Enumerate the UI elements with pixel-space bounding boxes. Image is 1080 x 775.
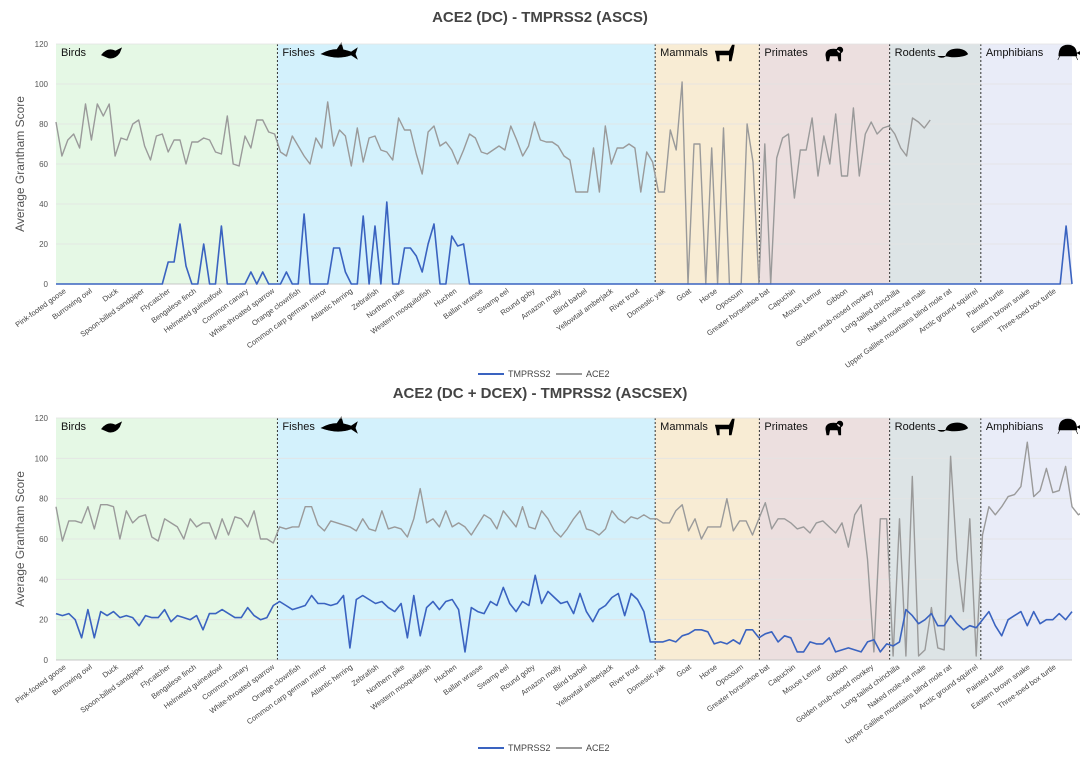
x-tick-label: Duck <box>101 286 120 303</box>
y-tick-label: 60 <box>39 535 48 544</box>
legend-label-tmprss2: TMPRSS2 <box>508 369 551 379</box>
legend-label-ace2: ACE2 <box>586 369 610 379</box>
y-tick-label: 100 <box>35 454 49 463</box>
y-tick-label: 40 <box>39 200 48 209</box>
group-label-rodents: Rodents <box>895 421 936 433</box>
legend-label-tmprss2: TMPRSS2 <box>508 743 551 753</box>
y-tick-label: 80 <box>39 120 48 129</box>
chart-title: ACE2 (DC) - TMPRSS2 (ASCS) <box>432 9 648 26</box>
panel-ace2-dcdcex-tmprss2-ascsex: ACE2 (DC + DCEX) - TMPRSS2 (ASCSEX) Birds… <box>13 385 1080 753</box>
x-tick-label: Goat <box>674 662 693 679</box>
legend-label-ace2: ACE2 <box>586 743 610 753</box>
panel-ace2-dc-tmprss2-ascs: ACE2 (DC) - TMPRSS2 (ASCS) Birds Fishes Mam… <box>13 9 1080 379</box>
y-tick-label: 40 <box>39 575 48 584</box>
y-tick-label: 0 <box>44 656 49 665</box>
y-axis-label: Average Grantham Score <box>13 471 27 607</box>
y-tick-label: 100 <box>35 80 49 89</box>
group-label-mammals: Mammals <box>660 421 708 433</box>
legend: TMPRSS2 ACE2 <box>478 369 610 379</box>
y-tick-label: 20 <box>39 616 48 625</box>
x-tick-label: Horse <box>697 662 718 681</box>
group-label-birds: Birds <box>61 421 87 433</box>
y-tick-label: 20 <box>39 240 48 249</box>
legend: TMPRSS2 ACE2 <box>478 743 610 753</box>
group-label-primates: Primates <box>764 47 808 59</box>
x-tick-label: Goat <box>674 286 693 303</box>
group-label-primates: Primates <box>764 421 808 433</box>
group-label-fishes: Fishes <box>282 47 315 59</box>
group-label-fishes: Fishes <box>282 421 315 433</box>
y-tick-label: 60 <box>39 160 48 169</box>
y-axis-label: Average Grantham Score <box>13 96 27 232</box>
group-label-rodents: Rodents <box>895 47 936 59</box>
y-tick-label: 120 <box>35 414 49 423</box>
x-tick-label: Duck <box>101 662 120 679</box>
y-tick-label: 0 <box>44 280 49 289</box>
x-tick-label: Horse <box>697 286 718 305</box>
group-label-amphibians: Amphibians <box>986 421 1044 433</box>
group-label-birds: Birds <box>61 47 87 59</box>
chart-title: ACE2 (DC + DCEX) - TMPRSS2 (ASCSEX) <box>393 385 688 402</box>
group-label-amphibians: Amphibians <box>986 47 1044 59</box>
group-label-mammals: Mammals <box>660 47 708 59</box>
y-tick-label: 120 <box>35 40 49 49</box>
y-tick-label: 80 <box>39 495 48 504</box>
